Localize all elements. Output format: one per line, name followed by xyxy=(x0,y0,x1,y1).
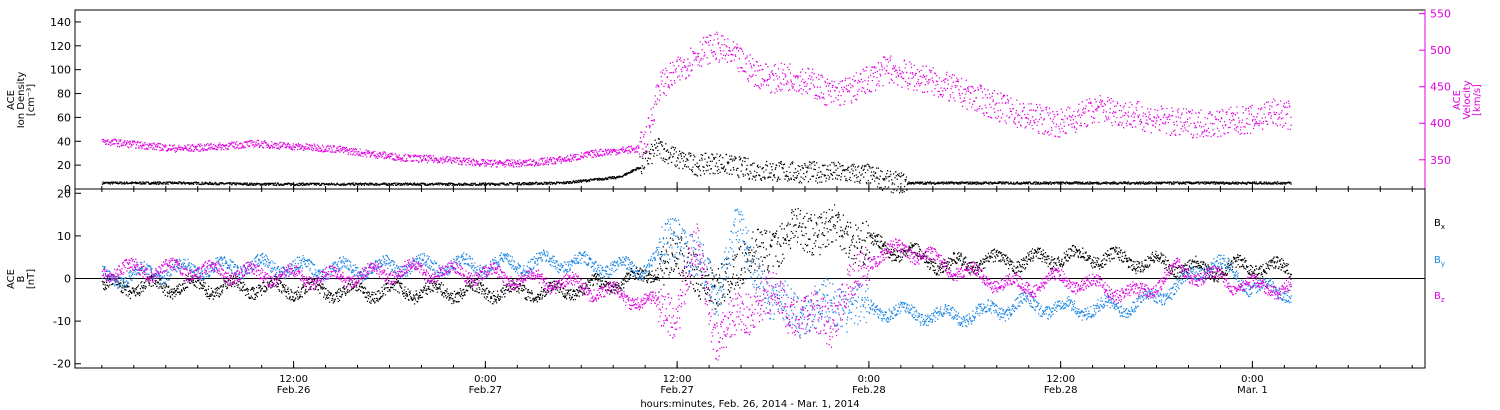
density-series xyxy=(101,138,1292,194)
density-axis-label: ACE Ion Density [cm⁻³] xyxy=(6,72,37,129)
b-tick-label: -10 xyxy=(53,315,71,328)
x-axis-title: hours:minutes, Feb. 26, 2014 - Mar. 1, 2… xyxy=(640,399,859,410)
velocity-tick-label: 500 xyxy=(1430,44,1451,57)
velocity-tick-label: 450 xyxy=(1430,81,1451,94)
x-tick-time: 0:00 xyxy=(474,374,496,385)
axis-label-line: ACE xyxy=(6,269,17,289)
x-tick-time: 12:00 xyxy=(279,374,308,385)
b-tick-label: 0 xyxy=(64,273,71,286)
bx-series xyxy=(101,204,1292,310)
density-tick-label: 140 xyxy=(50,16,71,29)
density-velocity-panel: 0 20 40 60 80 100 120 140 350 400 450 500 550 xyxy=(50,8,1451,196)
velocity-series xyxy=(101,31,1292,168)
axis-label-line: Velocity xyxy=(1462,80,1473,119)
density-tick-label: 0 xyxy=(64,183,71,196)
density-tick-label: 120 xyxy=(50,40,71,53)
axis-label-line: ACE xyxy=(1452,90,1463,110)
x-tick-time: 0:00 xyxy=(858,374,880,385)
b-tick-label: 20 xyxy=(57,187,71,200)
x-tick-date: Mar. 1 xyxy=(1237,385,1268,396)
b-tick-label: -20 xyxy=(53,358,71,371)
x-tick-date: Feb.26 xyxy=(277,385,311,396)
axis-label-line: [cm⁻³] xyxy=(26,84,37,116)
density-tick-label: 60 xyxy=(57,111,71,124)
velocity-axis-label: ACE Velocity [km/s] xyxy=(1452,80,1483,119)
axis-label-line: Ion Density xyxy=(16,72,27,129)
x-tick-date: Feb.27 xyxy=(660,385,694,396)
velocity-tick-label: 550 xyxy=(1430,8,1451,21)
axis-label-line: B xyxy=(16,275,27,282)
legend: Bx By Bz xyxy=(1434,218,1445,304)
x-tick-time: 0:00 xyxy=(1241,374,1263,385)
axis-label-line: [nT] xyxy=(26,269,37,289)
b-field-axis-label: ACE B [nT] xyxy=(6,269,37,289)
by-series xyxy=(101,208,1292,337)
x-tick-date: Feb.28 xyxy=(1044,385,1078,396)
axis-label-line: ACE xyxy=(6,90,17,110)
bz-series xyxy=(101,223,1292,361)
b-tick-label: 10 xyxy=(57,230,71,243)
density-tick-label: 100 xyxy=(50,64,71,77)
x-tick-date: Feb.28 xyxy=(852,385,886,396)
density-tick-label: 20 xyxy=(57,159,71,172)
legend-bz-label: Bz xyxy=(1434,291,1445,304)
density-tick-label: 80 xyxy=(57,88,71,101)
axis-label-line: [km/s] xyxy=(1472,84,1483,116)
velocity-tick-label: 350 xyxy=(1430,154,1451,167)
velocity-tick-label: 400 xyxy=(1430,117,1451,130)
top-panel-frame xyxy=(74,9,1426,190)
legend-by-label: By xyxy=(1434,255,1445,268)
density-tick-label: 40 xyxy=(57,135,71,148)
x-tick-date: Feb.27 xyxy=(469,385,503,396)
time-axis: 12:00Feb.260:00Feb.2712:00Feb.270:00Feb.… xyxy=(101,182,1413,396)
x-tick-time: 12:00 xyxy=(663,374,692,385)
magnetic-field-panel: -20 -10 0 10 20 xyxy=(53,187,1426,371)
x-tick-time: 12:00 xyxy=(1046,374,1075,385)
legend-bx-label: Bx xyxy=(1434,218,1445,231)
